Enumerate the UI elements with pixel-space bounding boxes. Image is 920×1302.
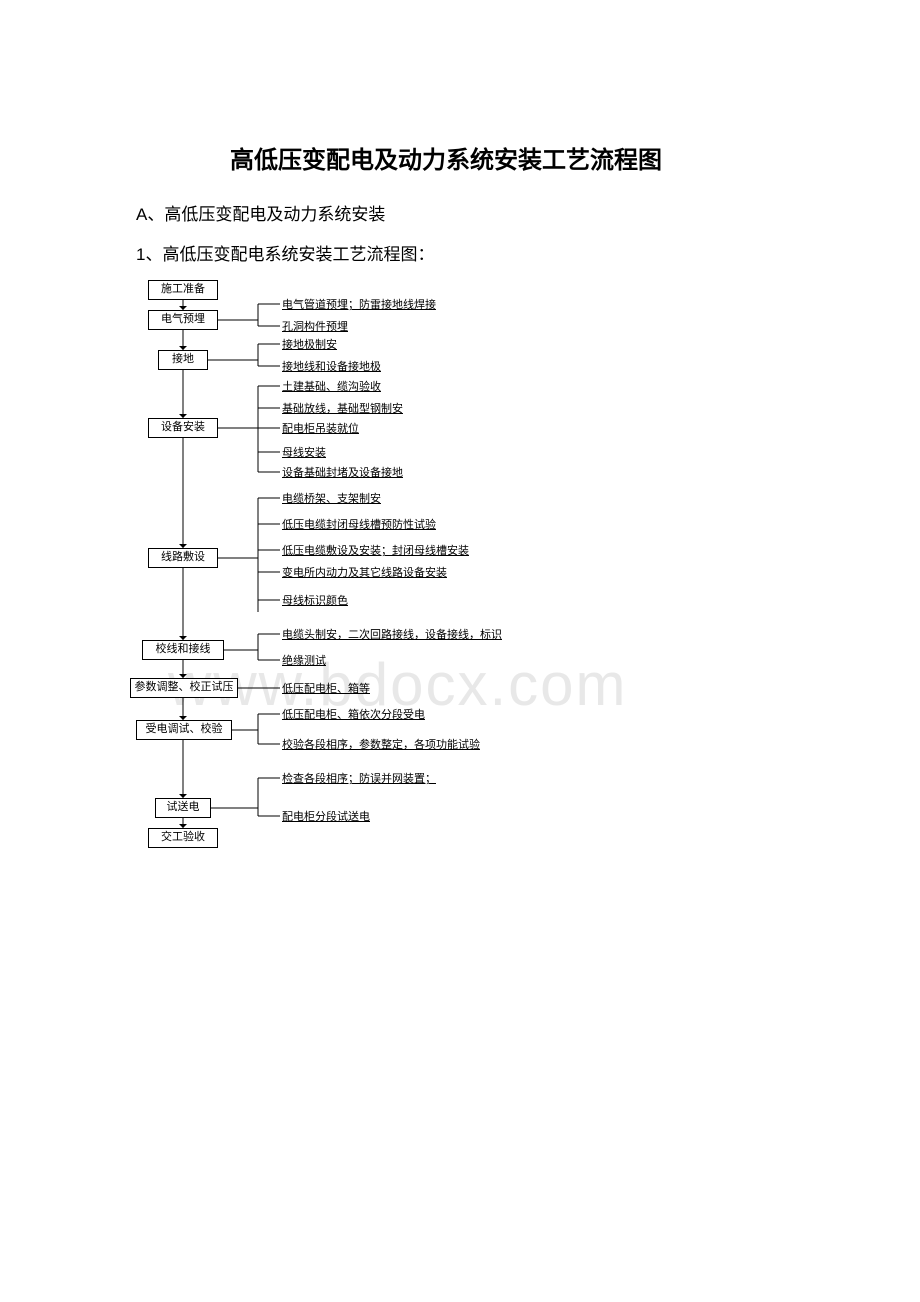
- detail-n5-1: 绝缘测试: [282, 652, 326, 668]
- detail-n4-1: 低压电缆封闭母线槽预防性试验: [282, 516, 436, 532]
- detail-n3-1: 基础放线，基础型钢制安: [282, 400, 403, 416]
- detail-n1-1: 孔洞构件预埋: [282, 318, 348, 334]
- flowchart-area: 施工准备电气预埋接地设备安装线路敷设校线和接线参数调整、校正试压受电调试、校验试…: [0, 0, 920, 1302]
- detail-n4-3: 变电所内动力及其它线路设备安装: [282, 564, 447, 580]
- detail-n2-1: 接地线和设备接地极: [282, 358, 381, 374]
- flow-node-n1: 电气预埋: [148, 310, 218, 330]
- flow-node-n6: 参数调整、校正试压: [130, 678, 238, 698]
- detail-n7-0: 低压配电柜、箱依次分段受电: [282, 706, 425, 722]
- flow-node-n5: 校线和接线: [142, 640, 224, 660]
- flow-node-n0: 施工准备: [148, 280, 218, 300]
- detail-n3-3: 母线安装: [282, 444, 326, 460]
- flow-node-n9: 交工验收: [148, 828, 218, 848]
- detail-n3-4: 设备基础封堵及设备接地: [282, 464, 403, 480]
- flow-node-n7: 受电调试、校验: [136, 720, 232, 740]
- flow-node-n2: 接地: [158, 350, 208, 370]
- detail-n2-0: 接地极制安: [282, 336, 337, 352]
- detail-n6-0: 低压配电柜、箱等: [282, 680, 370, 696]
- detail-n8-0: 检查各段相序；防误并网装置；: [282, 770, 436, 786]
- detail-n5-0: 电缆头制安，二次回路接线，设备接线，标识: [282, 626, 502, 642]
- flow-node-n3: 设备安装: [148, 418, 218, 438]
- flow-node-n4: 线路敷设: [148, 548, 218, 568]
- flow-node-n8: 试送电: [155, 798, 211, 818]
- detail-n8-1: 配电柜分段试送电: [282, 808, 370, 824]
- detail-n3-0: 土建基础、缆沟验收: [282, 378, 381, 394]
- detail-n4-2: 低压电缆敷设及安装；封闭母线槽安装: [282, 542, 469, 558]
- detail-n4-4: 母线标识颜色: [282, 592, 348, 608]
- detail-n1-0: 电气管道预埋；防雷接地线焊接: [282, 296, 436, 312]
- detail-n3-2: 配电柜吊装就位: [282, 420, 359, 436]
- detail-n4-0: 电缆桥架、支架制安: [282, 490, 381, 506]
- detail-n7-1: 校验各段相序，参数整定，各项功能试验: [282, 736, 480, 752]
